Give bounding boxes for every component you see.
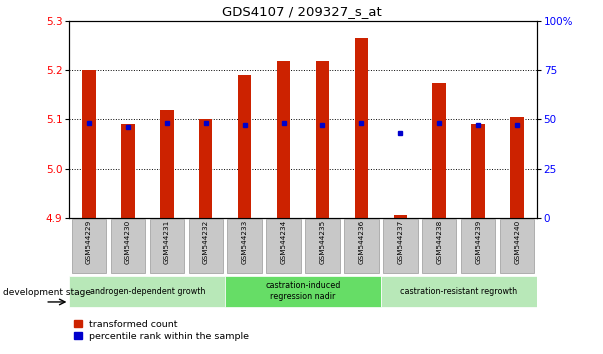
Text: GSM544237: GSM544237 <box>397 220 403 264</box>
Text: castration-induced
regression nadir: castration-induced regression nadir <box>265 281 341 301</box>
Bar <box>160 110 174 218</box>
Text: castration-resistant regrowth: castration-resistant regrowth <box>400 287 517 296</box>
Bar <box>461 219 496 273</box>
Bar <box>150 219 184 273</box>
Bar <box>500 219 534 273</box>
Text: GSM544233: GSM544233 <box>242 220 248 264</box>
Bar <box>225 276 381 307</box>
Bar <box>315 61 329 218</box>
Bar <box>305 219 339 273</box>
Bar <box>267 219 301 273</box>
Text: GSM544234: GSM544234 <box>280 220 286 264</box>
Text: GSM544239: GSM544239 <box>475 220 481 264</box>
Bar <box>422 219 456 273</box>
Text: GSM544236: GSM544236 <box>358 220 364 264</box>
Text: GSM544238: GSM544238 <box>437 220 443 264</box>
Bar <box>344 219 379 273</box>
Text: GSM544240: GSM544240 <box>514 220 520 264</box>
Bar <box>277 61 291 218</box>
Bar <box>432 82 446 218</box>
Bar <box>384 219 417 273</box>
Text: GSM544231: GSM544231 <box>163 220 169 264</box>
Bar <box>72 219 106 273</box>
Bar <box>189 219 223 273</box>
Bar <box>82 70 96 218</box>
Bar <box>381 276 537 307</box>
Text: GSM544229: GSM544229 <box>86 220 92 264</box>
Text: androgen-dependent growth: androgen-dependent growth <box>89 287 205 296</box>
Text: development stage: development stage <box>3 287 91 297</box>
Bar <box>510 117 524 218</box>
Text: GSM544230: GSM544230 <box>125 220 131 264</box>
Bar <box>121 124 134 218</box>
Bar <box>110 219 145 273</box>
Text: GSM544232: GSM544232 <box>203 220 209 264</box>
Bar <box>394 215 407 218</box>
Text: GSM544235: GSM544235 <box>320 220 326 264</box>
Bar <box>355 39 368 218</box>
Text: GDS4107 / 209327_s_at: GDS4107 / 209327_s_at <box>222 5 381 18</box>
Bar <box>227 219 262 273</box>
Bar <box>472 124 485 218</box>
Bar <box>238 75 251 218</box>
Bar <box>69 276 225 307</box>
Legend: transformed count, percentile rank within the sample: transformed count, percentile rank withi… <box>74 320 249 341</box>
Bar <box>199 120 212 218</box>
